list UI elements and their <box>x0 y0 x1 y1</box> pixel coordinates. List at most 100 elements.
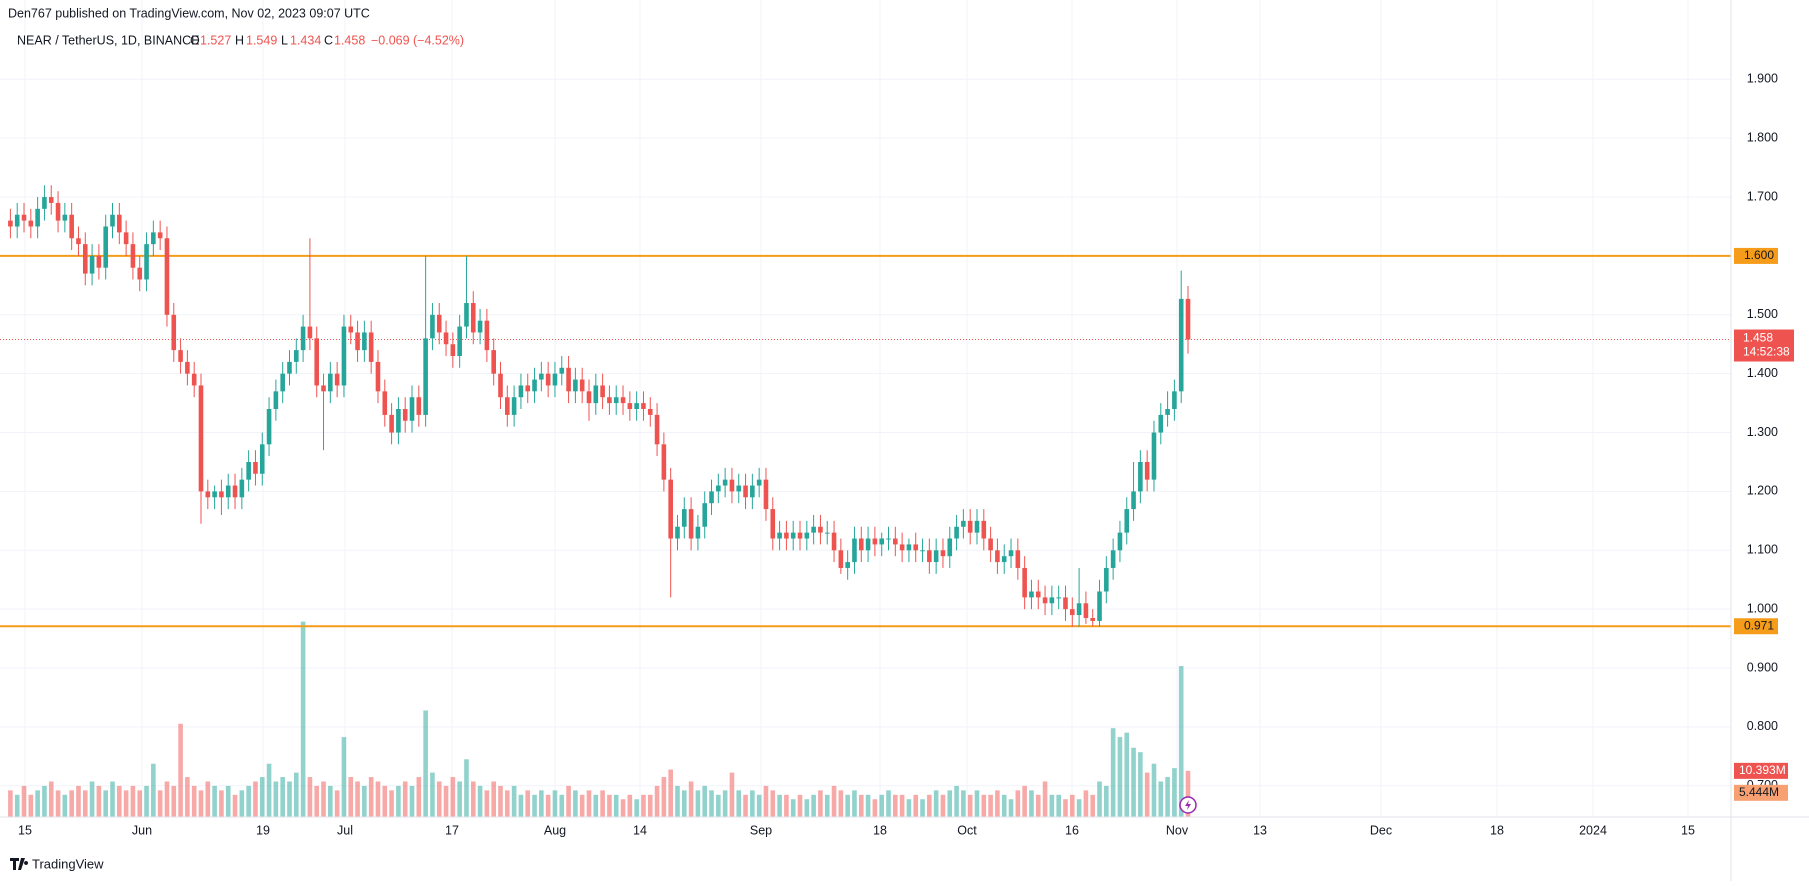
candle-body <box>21 214 27 221</box>
y-tick-label: 0.800 <box>1747 719 1778 733</box>
candle-body <box>110 214 115 227</box>
volume-bar <box>1165 777 1170 817</box>
volume-bar <box>1144 772 1150 817</box>
volume-bar <box>464 759 469 817</box>
volume-bar <box>491 781 496 817</box>
candle-body <box>1090 618 1096 621</box>
candle-body <box>1029 591 1034 598</box>
volume-bar <box>362 785 367 817</box>
candle-body <box>1022 567 1027 598</box>
candle-body <box>750 485 755 498</box>
volume-bar <box>225 785 231 817</box>
candle-body <box>62 214 68 221</box>
volume-bar <box>1110 728 1116 817</box>
volume-bar <box>627 794 633 817</box>
volume-bar <box>777 794 782 817</box>
volume-bar <box>457 781 462 817</box>
volume-bar <box>382 785 388 817</box>
candle-body <box>961 520 966 527</box>
candle-body <box>82 244 88 274</box>
candle-body <box>518 385 524 398</box>
candle-body <box>940 550 946 557</box>
volume-bar <box>790 799 796 817</box>
volume-bar <box>961 790 966 817</box>
y-tick-label: 0.900 <box>1747 660 1778 674</box>
candle-body <box>1056 597 1061 599</box>
volume-bar <box>525 790 531 817</box>
levels <box>0 254 1731 628</box>
candle-body <box>470 303 476 333</box>
candle-body <box>627 403 633 409</box>
volume-bar <box>940 794 946 817</box>
volume-bar <box>988 794 993 817</box>
y-tick-label: 1.400 <box>1747 366 1778 380</box>
volume-bar <box>1131 747 1136 817</box>
candle-body <box>579 379 585 392</box>
candle-body <box>151 232 156 245</box>
volume-bar <box>1035 794 1041 817</box>
volume-bar <box>505 790 510 817</box>
volume-bar <box>144 785 149 817</box>
volume-bar <box>1185 770 1191 817</box>
candle-body <box>1165 408 1170 415</box>
volume-bar <box>21 785 27 817</box>
candle-body <box>1131 491 1136 510</box>
volume-bar <box>470 781 476 817</box>
candle-body <box>600 385 605 398</box>
candle-body <box>55 202 61 221</box>
candle-body <box>1104 567 1109 592</box>
candle-body <box>995 550 1000 563</box>
volume-bar <box>913 794 919 817</box>
candle-body <box>443 332 449 345</box>
candle-body <box>1097 591 1102 621</box>
volume-bar <box>933 790 939 817</box>
candle-body <box>1001 556 1007 563</box>
candle-body <box>76 238 81 245</box>
volume-bar <box>253 781 258 817</box>
candle-body <box>157 232 163 239</box>
volume-bar <box>995 790 1000 817</box>
candle-body <box>498 373 503 398</box>
volume-bar <box>348 777 354 817</box>
volume-bar <box>246 785 251 817</box>
volume-ma-label: 5.444M <box>1739 785 1779 799</box>
candle-body <box>539 373 544 380</box>
candle-body <box>219 491 224 498</box>
candle-body <box>368 332 374 362</box>
volume-bar <box>368 777 374 817</box>
volume-bar <box>35 790 40 817</box>
candle-body <box>96 255 102 268</box>
volume-bar <box>552 790 558 817</box>
publisher-header: Den767 published on TradingView.com, Nov… <box>8 6 370 20</box>
legend-key: O <box>190 33 200 47</box>
volume-bar <box>681 790 687 817</box>
candle-body <box>831 532 837 551</box>
volume-bar <box>409 785 415 817</box>
volume-bar <box>607 794 612 817</box>
candle-body <box>716 485 721 492</box>
candle-body <box>253 461 258 474</box>
volume-bar <box>103 790 108 817</box>
volume-bar <box>920 799 925 817</box>
volume-bar <box>1056 794 1061 817</box>
x-tick-label: Aug <box>544 823 566 837</box>
candle-body <box>423 338 428 415</box>
volume-bar <box>96 785 102 817</box>
volume-bar <box>1069 794 1075 817</box>
x-tick-label: Jul <box>337 823 353 837</box>
candle-body <box>1117 532 1123 551</box>
volume-bar <box>967 794 973 817</box>
candle-body <box>266 408 272 445</box>
volume-bar <box>42 785 47 817</box>
volume-bar <box>280 777 285 817</box>
volume-bar <box>76 785 81 817</box>
volume-bar <box>1015 790 1021 817</box>
x-tick-label: 14 <box>633 823 647 837</box>
candle-body <box>729 479 735 492</box>
volume-bar <box>321 781 326 817</box>
candle-body <box>702 503 708 527</box>
candle-body <box>273 391 279 409</box>
volume-bar <box>1001 794 1007 817</box>
volume-bar <box>1104 785 1109 817</box>
